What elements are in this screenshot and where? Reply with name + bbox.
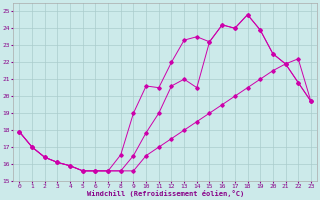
- X-axis label: Windchill (Refroidissement éolien,°C): Windchill (Refroidissement éolien,°C): [86, 190, 244, 197]
